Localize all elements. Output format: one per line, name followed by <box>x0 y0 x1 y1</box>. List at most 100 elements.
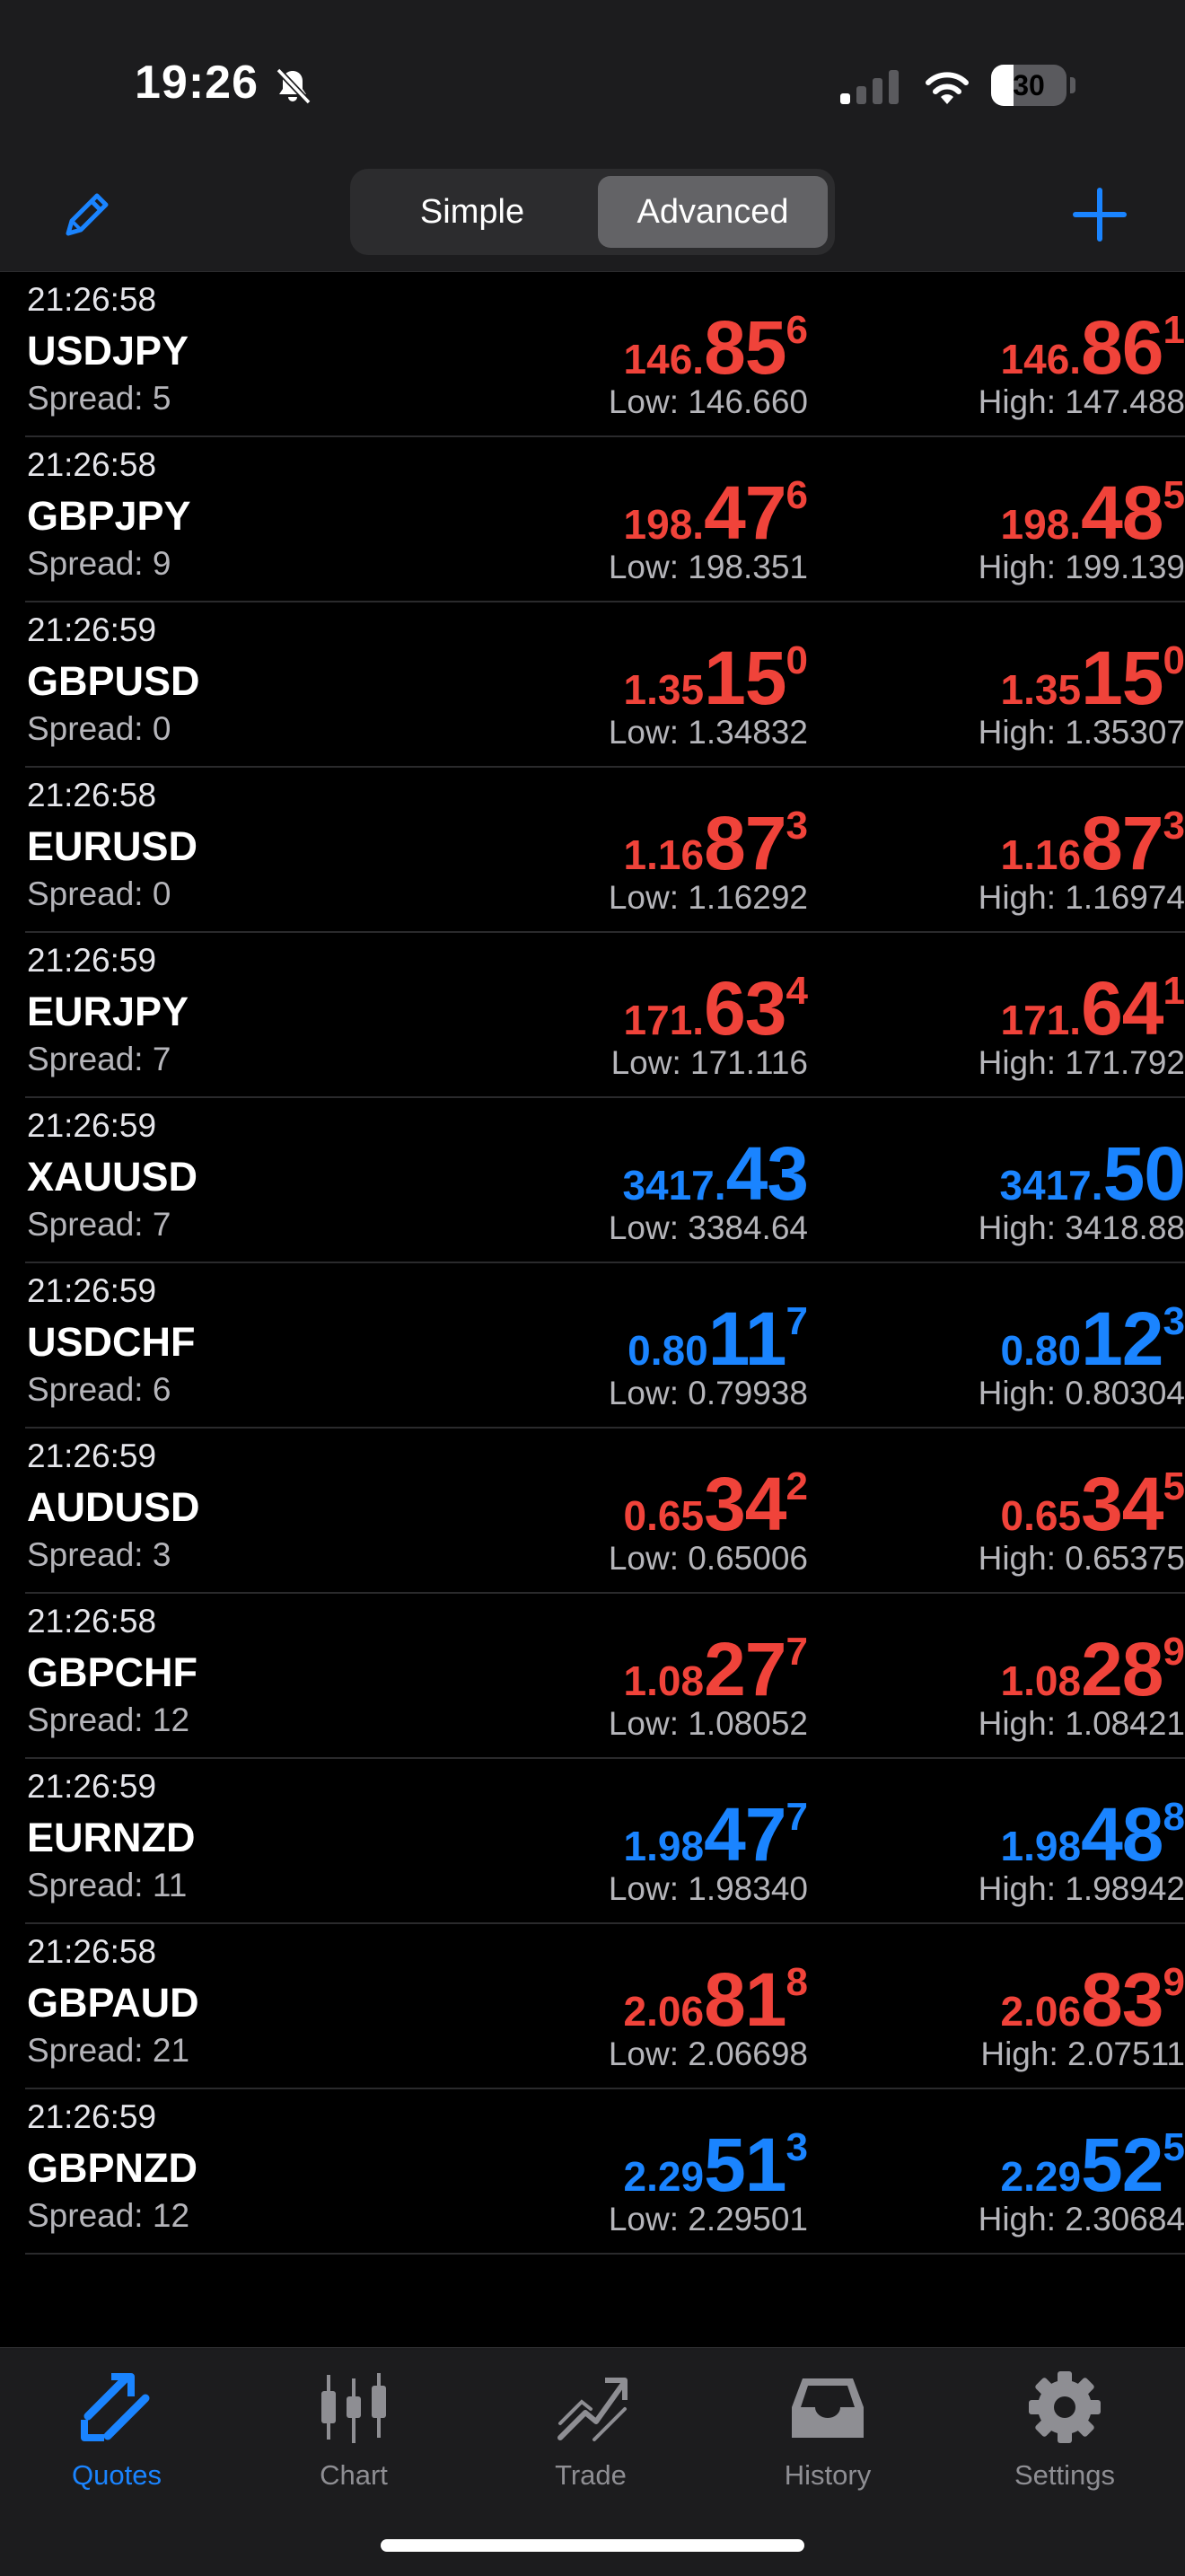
home-indicator[interactable] <box>381 2539 804 2552</box>
quote-spread: Spread: 9 <box>27 545 171 582</box>
quote-low: Low: 1.34832 <box>608 714 808 751</box>
quote-low: Low: 3384.64 <box>608 1209 808 1246</box>
quote-spread: Spread: 0 <box>27 875 171 912</box>
quote-symbol: EURUSD <box>27 823 198 869</box>
ask-price: 0.80123 <box>1001 1296 1185 1383</box>
tab-chart[interactable]: Chart <box>264 2366 443 2501</box>
battery-indicator: 30 <box>991 65 1077 108</box>
quote-time: 21:26:58 <box>27 281 157 318</box>
bid-price: 2.29513 <box>624 2122 808 2209</box>
quote-spread: Spread: 21 <box>27 2032 190 2069</box>
candlestick-chart-icon <box>321 2373 386 2443</box>
segment-advanced[interactable]: Advanced <box>598 176 828 248</box>
ask-price-fraction: 3 <box>1163 1299 1185 1343</box>
ask-price-prefix: 1.35 <box>1000 666 1082 713</box>
tab-label: Settings <box>1014 2459 1115 2491</box>
tab-trade[interactable]: Trade <box>501 2366 680 2501</box>
quote-symbol: USDJPY <box>27 328 189 374</box>
bid-price-prefix: 1.16 <box>623 831 705 878</box>
quote-spread: Spread: 11 <box>27 1867 188 1903</box>
quote-low: Low: 0.65006 <box>608 1540 808 1577</box>
quotes-arrows-icon <box>81 2373 150 2441</box>
quote-spread: Spread: 0 <box>27 710 171 747</box>
quote-high: High: 0.65375 <box>978 1540 1185 1577</box>
gear-icon <box>1029 2371 1101 2443</box>
ask-price-pips: 12 <box>1081 1297 1163 1381</box>
ask-price-prefix: 1.98 <box>1000 1823 1082 1869</box>
quote-symbol: GBPUSD <box>27 658 200 704</box>
bid-price-prefix: 171. <box>623 997 705 1043</box>
ask-price-fraction: 1 <box>1163 969 1185 1013</box>
bid-price: 1.16873 <box>624 800 808 887</box>
ask-price-prefix: 198. <box>1000 501 1082 548</box>
ask-price-fraction: 3 <box>1163 804 1185 848</box>
ask-price: 171.641 <box>1001 965 1185 1052</box>
tab-label: Chart <box>320 2459 388 2491</box>
bid-price-pips: 63 <box>704 966 786 1051</box>
ask-price-prefix: 0.80 <box>1000 1327 1082 1374</box>
bid-price: 3417.43 <box>622 1130 809 1218</box>
quote-low: Low: 1.98340 <box>608 1870 808 1907</box>
quote-row[interactable]: 21:26:59 GBPUSD Spread: 0 1.35150 1.3515… <box>25 602 1185 768</box>
ask-price: 2.06839 <box>1001 1956 1185 2044</box>
quote-row[interactable]: 21:26:58 EURUSD Spread: 0 1.16873 1.1687… <box>25 768 1185 933</box>
bid-price-fraction: 4 <box>786 969 808 1013</box>
bid-price: 146.856 <box>624 304 808 391</box>
silent-bell-icon <box>276 67 312 105</box>
quote-row[interactable]: 21:26:59 EURNZD Spread: 11 1.98477 1.984… <box>25 1759 1185 1924</box>
ask-price: 3417.50 <box>999 1130 1185 1218</box>
add-symbol-plus-icon[interactable] <box>1066 181 1133 248</box>
bid-price-prefix: 1.08 <box>623 1657 705 1704</box>
tab-settings[interactable]: Settings <box>975 2366 1154 2501</box>
quote-row[interactable]: 21:26:59 EURJPY Spread: 7 171.634 171.64… <box>25 933 1185 1098</box>
quote-time: 21:26:59 <box>27 1437 157 1474</box>
bid-price: 198.476 <box>624 470 808 557</box>
bid-price-fraction: 7 <box>786 1630 808 1674</box>
quote-time: 21:26:58 <box>27 446 157 483</box>
edit-pencil-icon[interactable] <box>56 183 118 246</box>
quote-symbol: EURJPY <box>27 989 189 1034</box>
quote-time: 21:26:59 <box>27 1272 157 1309</box>
quote-time: 21:26:58 <box>27 1933 157 1970</box>
quote-symbol: EURNZD <box>27 1815 196 1860</box>
bid-price-prefix: 2.06 <box>623 1988 705 2035</box>
ask-price-pips: 50 <box>1102 1131 1185 1216</box>
bid-price-fraction: 7 <box>786 1299 808 1343</box>
ask-price-pips: 28 <box>1081 1627 1163 1711</box>
quote-spread: Spread: 7 <box>27 1041 171 1077</box>
quote-row[interactable]: 21:26:58 GBPCHF Spread: 12 1.08277 1.082… <box>25 1594 1185 1759</box>
tab-history[interactable]: History <box>738 2366 917 2501</box>
quote-row[interactable]: 21:26:59 AUDUSD Spread: 3 0.65342 0.6534… <box>25 1429 1185 1594</box>
quote-row[interactable]: 21:26:59 GBPNZD Spread: 12 2.29513 2.295… <box>25 2089 1185 2255</box>
bid-price: 1.98477 <box>624 1791 808 1878</box>
quote-symbol: AUDUSD <box>27 1484 200 1530</box>
ask-price-fraction: 9 <box>1163 1630 1185 1674</box>
quote-high: High: 2.30684 <box>978 2201 1185 2238</box>
quote-high: High: 0.80304 <box>978 1375 1185 1411</box>
quote-high: High: 1.08421 <box>978 1705 1185 1742</box>
quote-spread: Spread: 6 <box>27 1371 171 1408</box>
quote-row[interactable]: 21:26:59 USDCHF Spread: 6 0.80117 0.8012… <box>25 1263 1185 1429</box>
quote-row[interactable]: 21:26:58 GBPAUD Spread: 21 2.06818 2.068… <box>25 1924 1185 2089</box>
segment-simple[interactable]: Simple <box>419 193 525 231</box>
quote-high: High: 3418.88 <box>978 1209 1185 1246</box>
quote-spread: Spread: 7 <box>27 1206 171 1243</box>
quote-symbol: GBPNZD <box>27 2145 198 2191</box>
bid-price: 2.06818 <box>624 1956 808 2044</box>
quote-high: High: 1.98942 <box>978 1870 1185 1907</box>
ask-price-pips: 52 <box>1081 2123 1163 2207</box>
quote-row[interactable]: 21:26:58 USDJPY Spread: 5 146.856 146.86… <box>25 272 1185 437</box>
quote-high: High: 147.488 <box>978 383 1185 420</box>
quote-row[interactable]: 21:26:59 XAUUSD Spread: 7 3417.43 3417.5… <box>25 1098 1185 1263</box>
ask-price: 1.35150 <box>1001 635 1185 722</box>
ask-price-pips: 48 <box>1081 1792 1163 1877</box>
quote-low: Low: 146.660 <box>608 383 808 420</box>
quote-row[interactable]: 21:26:58 GBPJPY Spread: 9 198.476 198.48… <box>25 437 1185 602</box>
quote-symbol: USDCHF <box>27 1319 196 1365</box>
tab-quotes[interactable]: Quotes <box>27 2366 206 2501</box>
bid-price: 171.634 <box>624 965 808 1052</box>
bid-price: 0.80117 <box>628 1296 808 1383</box>
quote-time: 21:26:59 <box>27 2098 157 2135</box>
bid-price-fraction: 0 <box>786 638 808 682</box>
ask-price-prefix: 1.08 <box>1000 1657 1082 1704</box>
